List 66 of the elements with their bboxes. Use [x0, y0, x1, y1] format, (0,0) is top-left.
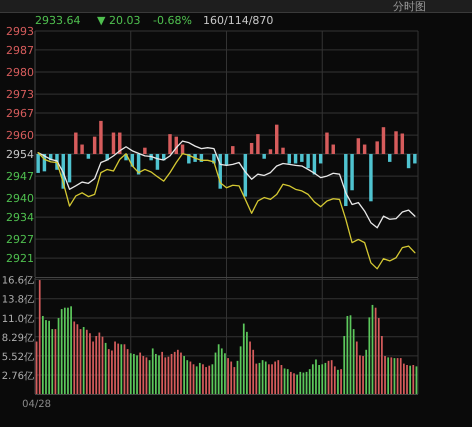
y-tick-label: 11.0亿: [2, 314, 34, 326]
bar: [394, 131, 398, 154]
bar: [250, 142, 254, 154]
bar: [332, 144, 335, 154]
text: 分时图: [393, 0, 426, 13]
bar: [312, 154, 316, 174]
y-tick-label: 2967: [6, 107, 34, 120]
bar: [74, 132, 78, 154]
bar: [180, 144, 184, 154]
y-tick-label: 13.8亿: [2, 294, 34, 306]
bar: [382, 127, 386, 154]
bar: [99, 120, 103, 154]
y-tick-label: 5.52亿: [2, 352, 34, 363]
bar: [262, 154, 266, 159]
bar: [86, 154, 90, 159]
y-tick-label: 2947: [6, 170, 34, 184]
y-tick-label: 2.76亿: [2, 370, 34, 382]
y-tick-label: 2934: [6, 211, 34, 224]
text: 2933.64: [35, 14, 80, 27]
bar: [300, 154, 304, 162]
y-tick-label: 8.29亿: [2, 332, 34, 344]
y-tick-label: 2973: [6, 88, 34, 102]
line-series: [37, 152, 416, 270]
y-tick-label: 2954: [6, 148, 34, 161]
bar: [118, 132, 122, 154]
bar: [369, 154, 373, 202]
bar: [143, 148, 147, 154]
bar: [281, 148, 285, 154]
bar: [136, 154, 140, 174]
bar: [275, 124, 278, 154]
bar: [244, 154, 248, 197]
y-tick-label: 2921: [6, 252, 34, 266]
text: -0.68%: [153, 14, 192, 27]
bar: [288, 154, 292, 164]
bar: [80, 144, 84, 154]
bar: [413, 154, 417, 164]
bar: [406, 154, 410, 168]
bar: [306, 154, 310, 168]
bar: [231, 146, 235, 154]
text: ▼ 20.03: [97, 14, 140, 27]
x-tick-label: 04/28: [22, 399, 51, 410]
text: 160/114/870: [203, 14, 274, 27]
y-tick-label: 2940: [6, 192, 34, 206]
bar: [356, 138, 360, 154]
y-tick-label: 2960: [6, 129, 34, 142]
bar: [68, 154, 72, 182]
y-tick-label: 16.6亿: [2, 275, 34, 286]
bar: [268, 149, 272, 154]
bar: [344, 154, 348, 206]
y-tick-label: 2927: [6, 233, 34, 246]
bar: [375, 141, 379, 154]
y-tick-label: 2980: [6, 66, 34, 79]
bar: [36, 154, 40, 173]
bar: [256, 134, 260, 154]
bar: [325, 132, 329, 154]
bar: [294, 154, 298, 164]
bar: [362, 144, 366, 154]
bar: [318, 154, 322, 164]
bar: [400, 134, 404, 154]
bar: [350, 154, 354, 190]
bar: [156, 154, 160, 170]
y-tick-label: 2987: [6, 44, 34, 57]
line-series: [37, 140, 416, 228]
y-tick-label: 2993: [6, 25, 34, 38]
bar: [388, 154, 392, 162]
bar: [92, 136, 96, 154]
